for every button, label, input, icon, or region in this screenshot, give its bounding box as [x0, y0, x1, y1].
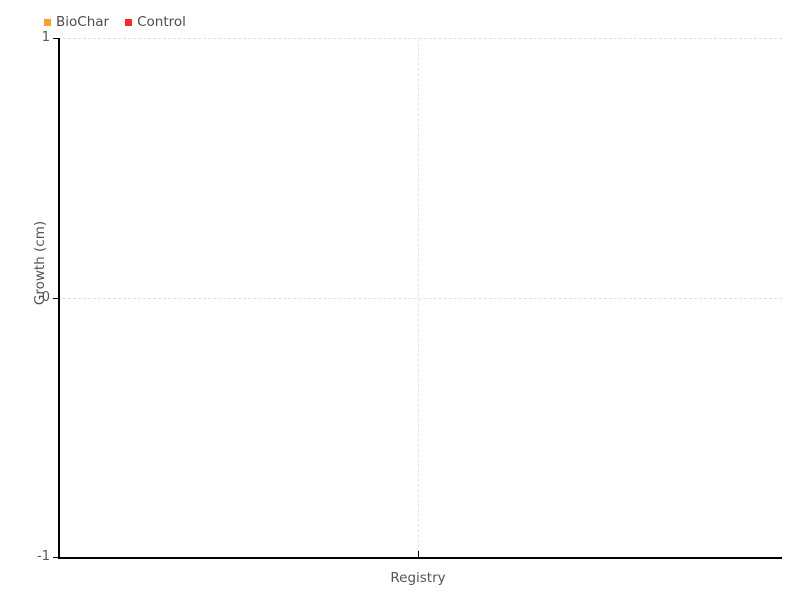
gridline-horizontal-1 [58, 38, 782, 39]
x-axis-tick [418, 551, 419, 559]
y-axis-tick [53, 557, 59, 558]
y-axis-tick-label: -1 [37, 549, 50, 564]
legend-item-biochar[interactable]: BioChar [44, 13, 109, 31]
gridline-horizontal-0 [58, 297, 782, 299]
y-axis-tick-label: 1 [41, 30, 50, 45]
legend-item-control[interactable]: Control [125, 13, 186, 31]
legend-label: BioChar [56, 14, 110, 30]
x-axis-line [58, 557, 782, 559]
y-axis-tick [53, 38, 59, 39]
legend-swatch-icon [44, 18, 51, 26]
y-axis-title: Growth (cm) [32, 220, 48, 306]
y-axis-tick [53, 297, 59, 299]
x-axis-tick-label: Registry [390, 570, 446, 586]
legend-swatch-icon [125, 18, 133, 26]
legend-label: Control [137, 14, 186, 30]
plot-area [59, 38, 782, 557]
gridline-vertical-registry [418, 38, 419, 557]
y-axis-tick-label: 0 [41, 290, 50, 305]
chart-legend: BioChar Control [44, 13, 186, 31]
